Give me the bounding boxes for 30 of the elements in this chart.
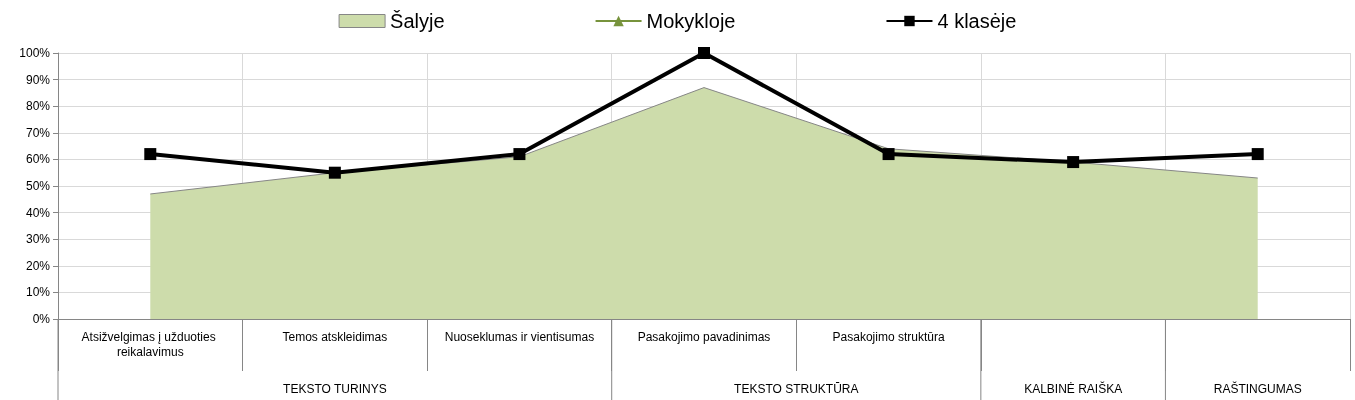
y-tick-label: 0% [32,312,51,326]
text: KALBINĖ RAIŠKA [1024,381,1123,396]
y-tick-label: 20% [25,258,51,273]
x-tick-label: Atsižvelgimas į užduoties reikalavimus [81,329,219,359]
x-tick-label: Temos atskleidimas [282,329,388,344]
y-tick-label: 50% [25,179,51,193]
point [698,47,710,59]
x-tick-label: Pasakojimo pavadinimas [637,329,771,344]
legend-label: Mokykloje [646,10,736,32]
point [1251,148,1264,161]
x-tick-label: Nuoseklumas ir vientisumas [444,329,595,344]
y-tick-label: 100% [19,46,51,60]
x-tick-label: Pasakojimo struktūra [832,329,945,344]
y-tick-label: 90% [25,72,51,87]
text: TEKSTO STRUKTŪRA [734,382,859,396]
legend-label: Šalyje [390,10,445,32]
y-tick-label: 60% [25,152,51,167]
point [328,166,341,179]
text: TEKSTO TURINYS [283,382,387,396]
y-tick-label: 80% [25,99,51,114]
point [144,148,157,161]
y-tick-label: 30% [25,232,51,247]
text: RAŠTINGUMAS [1213,381,1302,396]
legend-label: 4 klasėje [937,10,1017,32]
point [513,148,526,161]
point [882,148,895,161]
y-tick-label: 40% [25,205,51,220]
y-tick-label: 70% [25,125,51,140]
point [1067,156,1080,169]
y-tick-label: 10% [25,285,51,300]
